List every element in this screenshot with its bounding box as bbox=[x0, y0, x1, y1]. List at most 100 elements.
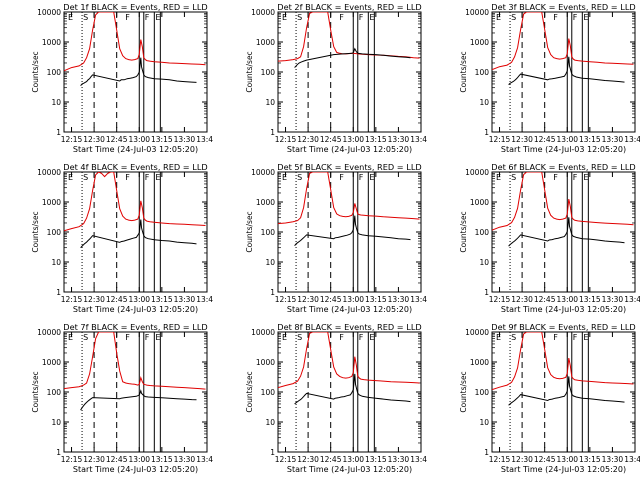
x-tick-label: 12:15 bbox=[275, 455, 297, 464]
marker-letter: S bbox=[83, 13, 88, 22]
marker-letter: F bbox=[339, 333, 344, 342]
x-axis-label: Start Time (24-Jul-03 12:05:20) bbox=[73, 465, 198, 474]
x-tick-label: 12:15 bbox=[61, 455, 83, 464]
series-events-line bbox=[508, 217, 625, 247]
marker-letter: S bbox=[297, 13, 302, 22]
y-tick-label: 1000 bbox=[42, 358, 61, 367]
y-tick-label: 10 bbox=[265, 418, 275, 427]
series-events-line bbox=[508, 376, 625, 406]
x-tick-label: 12:30 bbox=[511, 455, 533, 464]
x-axis-label: Start Time (24-Jul-03 12:05:20) bbox=[73, 145, 198, 154]
plot-panel-2: Det 2f BLACK = Events, RED = LLD 1 10 100 10… bbox=[245, 2, 427, 154]
x-tick-label: 13:15 bbox=[579, 135, 601, 144]
y-tick-label: 10 bbox=[51, 98, 61, 107]
plot-panel-7: Det 7f BLACK = Events, RED = LLD 1 10 100 10… bbox=[31, 322, 213, 474]
series-lld-line bbox=[64, 172, 206, 232]
marker-letter: F bbox=[125, 13, 130, 22]
y-tick-label: 10000 bbox=[37, 328, 61, 337]
marker-letter: F bbox=[125, 173, 130, 182]
y-axis-label: Counts/sec bbox=[31, 211, 40, 252]
plot-frame bbox=[491, 11, 636, 133]
series-lld-line bbox=[64, 12, 206, 72]
x-tick-label: 13:00 bbox=[556, 455, 578, 464]
x-tick-label: 13:15 bbox=[151, 295, 173, 304]
plot-title: Det 2f BLACK = Events, RED = LLD bbox=[277, 2, 421, 12]
x-tick-label: 12:15 bbox=[275, 295, 297, 304]
x-tick-label: 12:30 bbox=[297, 295, 319, 304]
marker-letter: E bbox=[369, 173, 374, 182]
series-lld-line bbox=[492, 172, 634, 231]
y-tick-label: 1 bbox=[270, 288, 275, 297]
y-tick-label: 10000 bbox=[251, 8, 275, 17]
x-tick-label: 12:30 bbox=[297, 455, 319, 464]
y-tick-label: 1000 bbox=[42, 38, 61, 47]
y-tick-label: 1 bbox=[56, 128, 61, 137]
series-events-line bbox=[508, 56, 625, 85]
marker-letter: S bbox=[511, 333, 516, 342]
y-tick-label: 1000 bbox=[470, 358, 489, 367]
plot-area bbox=[278, 12, 420, 132]
marker-letter: E bbox=[369, 13, 374, 22]
marker-letter: E bbox=[155, 173, 160, 182]
marker-letter: E bbox=[282, 13, 287, 22]
y-tick-label: 1 bbox=[56, 288, 61, 297]
x-tick-label: 13:45 bbox=[410, 135, 427, 144]
marker-letter: E bbox=[583, 13, 588, 22]
x-tick-label: 13:30 bbox=[174, 295, 196, 304]
x-tick-label: 13:30 bbox=[388, 455, 410, 464]
plot-panel-1: Det 1f BLACK = Events, RED = LLD 1 10 100 10… bbox=[31, 2, 213, 154]
x-tick-label: 13:45 bbox=[196, 455, 213, 464]
plot-panel-3: Det 3f BLACK = Events, RED = LLD 1 10 100 10… bbox=[459, 2, 640, 154]
y-tick-label: 10 bbox=[265, 98, 275, 107]
x-tick-label: 13:15 bbox=[579, 295, 601, 304]
marker-letter: F bbox=[573, 173, 578, 182]
x-tick-label: 13:00 bbox=[342, 135, 364, 144]
x-tick-label: 12:45 bbox=[534, 135, 556, 144]
x-tick-label: 12:45 bbox=[320, 135, 342, 144]
y-axis-label: Counts/sec bbox=[31, 371, 40, 412]
plot-frame bbox=[277, 11, 422, 133]
x-tick-label: 13:30 bbox=[174, 455, 196, 464]
y-axis-label: Counts/sec bbox=[459, 51, 468, 92]
series-lld-line bbox=[492, 12, 634, 71]
y-tick-label: 10 bbox=[265, 258, 275, 267]
plot-frame bbox=[277, 171, 422, 293]
plot-frame bbox=[63, 331, 208, 453]
x-tick-label: 12:30 bbox=[511, 135, 533, 144]
plot-area bbox=[64, 332, 206, 452]
series-events-line bbox=[294, 47, 411, 68]
x-tick-label: 12:45 bbox=[106, 295, 128, 304]
x-tick-label: 13:45 bbox=[624, 295, 640, 304]
x-tick-label: 13:30 bbox=[602, 455, 624, 464]
plot-area bbox=[492, 172, 634, 292]
plot-frame bbox=[63, 11, 208, 133]
y-axis-label: Counts/sec bbox=[31, 51, 40, 92]
y-tick-label: 100 bbox=[475, 68, 490, 77]
marker-letter: F bbox=[553, 13, 558, 22]
y-axis-label: Counts/sec bbox=[245, 211, 254, 252]
x-tick-label: 13:00 bbox=[342, 295, 364, 304]
marker-letter: E bbox=[68, 13, 73, 22]
marker-letter: E bbox=[282, 173, 287, 182]
x-tick-label: 12:45 bbox=[534, 455, 556, 464]
y-tick-label: 10000 bbox=[465, 328, 489, 337]
marker-letter: F bbox=[145, 173, 150, 182]
x-tick-label: 12:45 bbox=[534, 295, 556, 304]
y-tick-label: 10000 bbox=[465, 168, 489, 177]
marker-letter: S bbox=[297, 173, 302, 182]
x-tick-label: 13:00 bbox=[128, 455, 150, 464]
y-axis-label: Counts/sec bbox=[459, 371, 468, 412]
y-tick-label: 10 bbox=[479, 98, 489, 107]
plot-title: Det 7f BLACK = Events, RED = LLD bbox=[63, 322, 207, 332]
marker-letter: F bbox=[553, 333, 558, 342]
series-events-line bbox=[294, 373, 411, 405]
y-tick-label: 1 bbox=[270, 128, 275, 137]
y-tick-label: 100 bbox=[261, 228, 276, 237]
y-tick-label: 10 bbox=[479, 258, 489, 267]
y-tick-label: 1000 bbox=[470, 38, 489, 47]
plot-area bbox=[278, 172, 420, 292]
y-tick-label: 10 bbox=[479, 418, 489, 427]
y-tick-label: 1 bbox=[484, 288, 489, 297]
marker-letter: F bbox=[359, 13, 364, 22]
x-axis-label: Start Time (24-Jul-03 12:05:20) bbox=[501, 145, 626, 154]
